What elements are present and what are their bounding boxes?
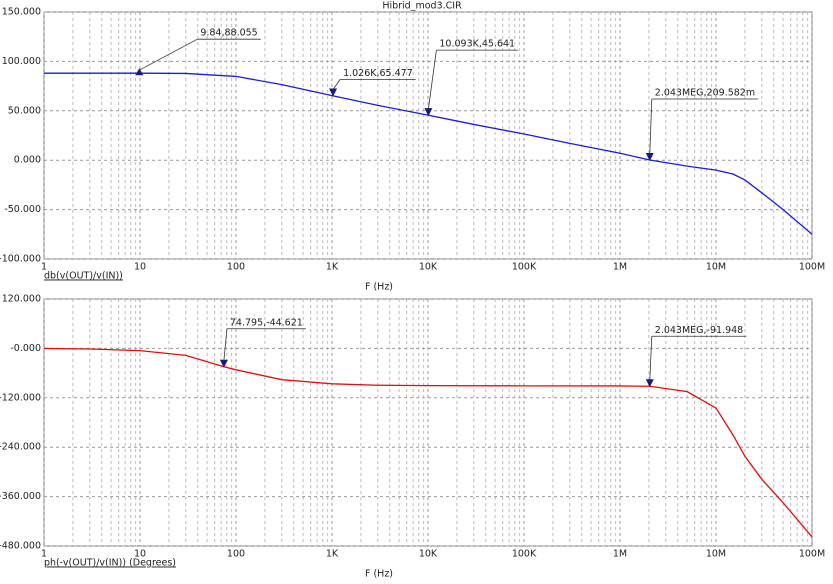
annotation-marker — [329, 88, 338, 97]
x-tick-label: 10K — [419, 549, 438, 560]
y-tick-label: 120.000 — [2, 294, 41, 305]
annotation-label: 10.093K,45.641 — [439, 39, 515, 50]
x-tick-label: 1 — [41, 262, 47, 273]
x-tick-label: 10M — [706, 549, 726, 560]
y-tick-label: 50.000 — [8, 105, 41, 116]
y-tick-label: -50.000 — [4, 204, 41, 215]
annotation-marker — [219, 359, 228, 368]
x-tick-label: 1M — [613, 549, 627, 560]
legend-label: ph(-v(OUT)/v(IN)) (Degrees) — [44, 558, 176, 569]
annotation-marker — [645, 379, 654, 388]
y-tick-label: -0.000 — [10, 343, 41, 354]
x-axis-label: F (Hz) — [365, 569, 393, 580]
annotation-marker — [645, 152, 654, 161]
annotation-leader — [332, 79, 341, 90]
y-tick-label: 0.000 — [14, 155, 41, 166]
annotation-marker — [135, 68, 144, 76]
annotation-leader — [649, 98, 653, 155]
legend-label: db(v(OUT)/v(IN)) — [44, 271, 123, 282]
annotation-label: 2.043MEG,209.582m — [655, 87, 755, 98]
x-tick-label: 1M — [613, 262, 627, 273]
x-tick-label: 100M — [799, 262, 825, 273]
x-tick-label: 100K — [512, 262, 537, 273]
x-tick-label: 100M — [799, 549, 825, 560]
y-tick-label: 100.000 — [2, 56, 41, 67]
annotation-label: 2.043MEG,-91.948 — [655, 325, 743, 336]
annotation-leader — [139, 38, 198, 71]
x-tick-label: 1 — [41, 549, 47, 560]
x-tick-label: 10K — [419, 262, 438, 273]
x-tick-label: 100K — [512, 549, 537, 560]
x-tick-label: 100 — [227, 262, 245, 273]
y-tick-label: -360.000 — [0, 491, 41, 502]
annotation-marker — [424, 108, 433, 117]
x-tick-label: 10 — [134, 549, 146, 560]
x-tick-label: 1K — [326, 262, 339, 273]
x-tick-label: 100 — [227, 549, 245, 560]
annotation-label: 1.026K,65.477 — [343, 68, 413, 79]
chart-title: Hibrid_mod3.CIR — [382, 1, 462, 12]
x-tick-label: 10M — [706, 262, 726, 273]
annotation-label: 9.84,88.055 — [200, 28, 257, 39]
series-line — [44, 72, 813, 235]
annotation-label: 74.795,-44.621 — [230, 317, 303, 328]
x-tick-label: 10 — [134, 262, 146, 273]
annotation-leader — [649, 336, 653, 381]
y-tick-label: -240.000 — [0, 442, 41, 453]
y-tick-label: -480.000 — [0, 541, 41, 552]
y-tick-label: -120.000 — [0, 392, 41, 403]
y-tick-label: 150.000 — [2, 7, 41, 18]
x-axis-label: F (Hz) — [365, 282, 393, 293]
x-tick-label: 1K — [326, 549, 339, 560]
y-tick-label: -100.000 — [0, 254, 41, 265]
series-line — [43, 347, 813, 538]
annotation-leader — [427, 50, 437, 110]
annotation-leader — [223, 328, 228, 361]
